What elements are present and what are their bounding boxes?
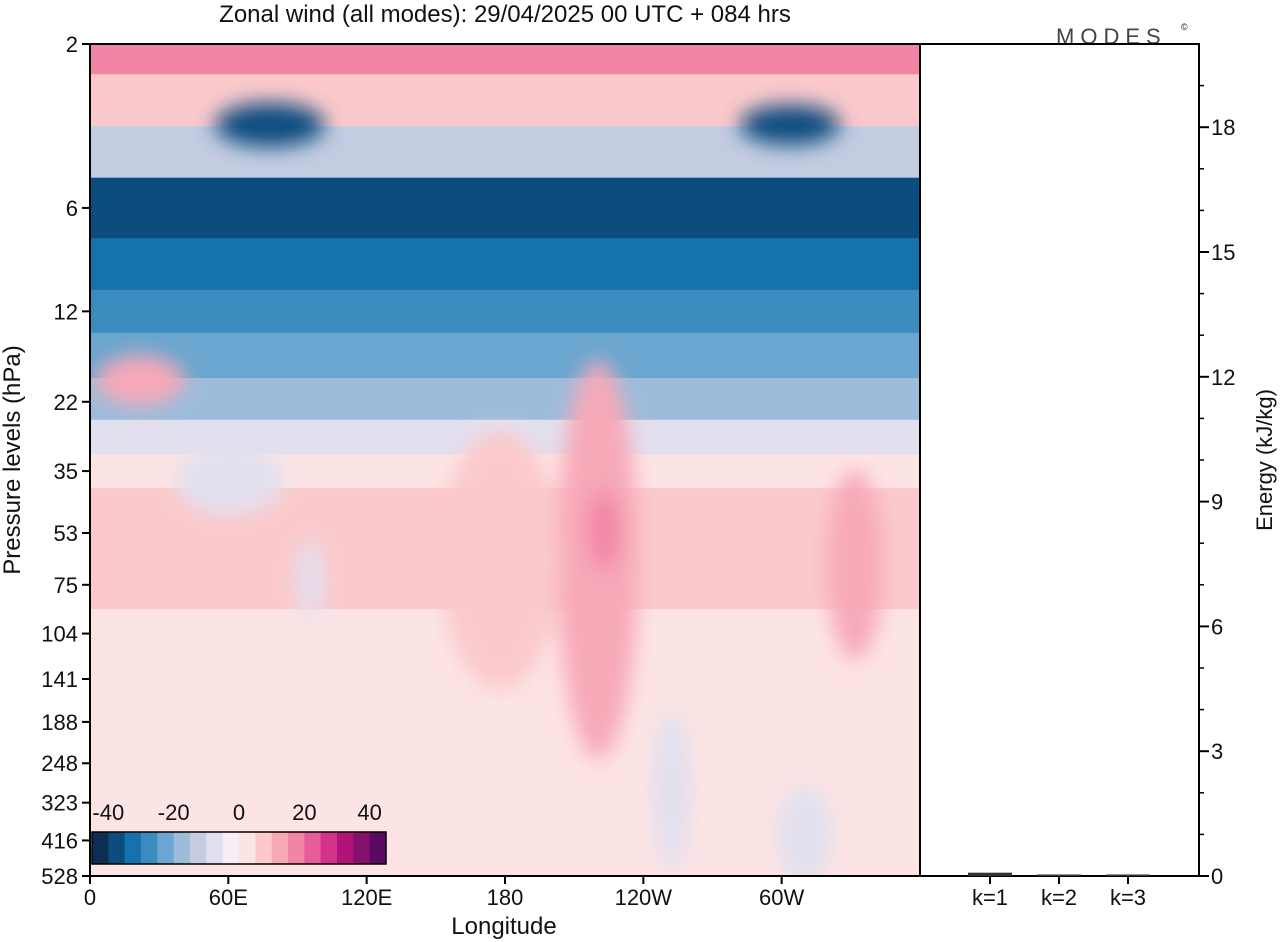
- colorbar-swatch: [239, 832, 256, 864]
- x-tick-label: 120E: [341, 885, 392, 910]
- y-tick-label: 22: [54, 390, 78, 415]
- wind-band-6hPa: [90, 177, 920, 240]
- y-tick-label: 6: [66, 196, 78, 221]
- colorbar-swatch: [255, 832, 273, 864]
- colorbar-tick-label: 20: [292, 800, 316, 825]
- y-tick-label: 104: [41, 622, 78, 647]
- colorbar-swatch: [369, 832, 387, 864]
- energy-bar-k=2: [1037, 874, 1081, 876]
- energy-tick-label: 15: [1211, 240, 1235, 265]
- colorbar-swatch: [190, 832, 207, 864]
- wind-band-188hPa: [90, 700, 920, 744]
- easterly-patch-b: [652, 710, 692, 870]
- energy-panel: 0 3 6 9 12 15 18 k=1 k=2 k=3: [919, 43, 1235, 910]
- energy-tick-label: 0: [1211, 864, 1223, 889]
- wind-band-22hPa: [90, 378, 920, 421]
- colorbar-swatch: [288, 832, 305, 864]
- wind-heatmap: [90, 44, 920, 876]
- colorbar-swatch: [92, 832, 109, 864]
- colorbar-tick-label: -40: [92, 800, 124, 825]
- colorbar-swatch: [271, 832, 289, 864]
- y-tick-label: 12: [54, 299, 78, 324]
- energy-category-label: k=2: [1041, 885, 1077, 910]
- wind-anomalies: [95, 103, 883, 876]
- colorbar-tick-label: -20: [158, 800, 190, 825]
- energy-axis-label: Energy (kJ/kg): [1252, 389, 1277, 531]
- jet-core-maximum: [588, 490, 620, 570]
- colorbar-swatch: [141, 832, 158, 864]
- wind-band-16hPa: [90, 332, 920, 380]
- easterly-patch-d: [296, 540, 324, 620]
- energy-tick-label: 9: [1211, 490, 1223, 515]
- modes-logo-mark: ©: [1181, 22, 1188, 32]
- colorbar-swatch: [222, 832, 240, 864]
- wind-band-248hPa: [90, 742, 920, 784]
- wind-band-12hPa: [90, 289, 920, 334]
- colorbar-swatch: [320, 832, 338, 864]
- energy-tick-label: 12: [1211, 365, 1235, 390]
- colorbar-swatch: [304, 832, 322, 864]
- colorbar-swatch: [206, 832, 224, 864]
- x-tick-label: 60E: [209, 885, 248, 910]
- energy-bar-k=1: [968, 872, 1012, 876]
- x-tick-label: 120W: [615, 885, 673, 910]
- y-tick-label: 75: [54, 573, 78, 598]
- energy-tick-label: 3: [1211, 739, 1223, 764]
- energy-bar-k=3: [1106, 874, 1150, 876]
- colorbar-swatch: [173, 832, 191, 864]
- y-tick-label: 323: [41, 791, 78, 816]
- energy-category-label: k=1: [972, 885, 1008, 910]
- pressure-axis: 2 6 12 22 35 53 75 104 141 188 248 323 416 528: [41, 32, 90, 889]
- energy-tick-label: 18: [1211, 115, 1235, 140]
- y-tick-label: 53: [54, 521, 78, 546]
- x-tick-label: 0: [84, 885, 96, 910]
- colorbar-tick-label: 0: [233, 800, 245, 825]
- x-axis-label: Longitude: [451, 913, 556, 940]
- y-tick-label: 2: [66, 32, 78, 57]
- colorbar-swatch: [124, 832, 142, 864]
- colorbar-swatch: [108, 832, 126, 864]
- easterly-patch-a: [175, 445, 285, 515]
- y-tick-label: 141: [41, 667, 78, 692]
- colorbar-tick-label: 40: [357, 800, 381, 825]
- wind-band-2hPa: [90, 44, 920, 76]
- x-tick-label: 60W: [759, 885, 804, 910]
- stratospheric-maximum-b: [740, 105, 840, 145]
- chart-title: Zonal wind (all modes): 29/04/2025 00 UT…: [219, 1, 791, 28]
- colorbar-swatch: [353, 832, 371, 864]
- wind-band-9hPa: [90, 238, 920, 291]
- jet-secondary-anomaly: [440, 430, 560, 690]
- colorbar: -40 -20 0 20 40: [91, 800, 387, 865]
- y-axis-label: Pressure levels (hPa): [0, 345, 26, 574]
- longitude-axis: 0 60E 120E 180 120W 60W: [84, 876, 805, 910]
- colorbar-swatch: [157, 832, 175, 864]
- southern-jet-anomaly: [827, 470, 883, 660]
- westerly-patch-a: [95, 355, 185, 405]
- easterly-patch-c: [777, 785, 833, 876]
- colorbar-swatch: [337, 832, 354, 864]
- x-tick-label: 180: [487, 885, 524, 910]
- y-tick-label: 528: [41, 864, 78, 889]
- energy-frame: [919, 43, 1200, 877]
- energy-tick-label: 6: [1211, 614, 1223, 639]
- energy-category-label: k=3: [1110, 885, 1146, 910]
- stratospheric-maximum-a: [215, 103, 325, 147]
- y-tick-label: 248: [41, 751, 78, 776]
- y-tick-label: 188: [41, 710, 78, 735]
- y-tick-label: 35: [54, 459, 78, 484]
- y-tick-label: 416: [41, 828, 78, 853]
- colorbar-frame: [91, 831, 387, 865]
